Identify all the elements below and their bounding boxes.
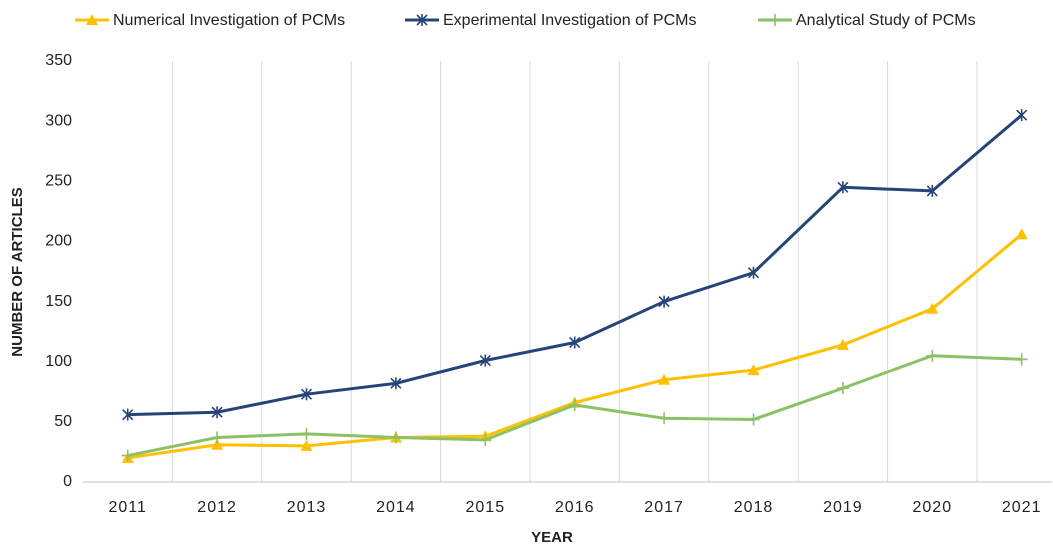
marker xyxy=(390,377,402,390)
y-tick-label: 300 xyxy=(45,112,72,129)
legend-label: Analytical Study of PCMs xyxy=(796,12,976,29)
marker xyxy=(747,364,760,376)
marker xyxy=(416,14,428,26)
x-tick-label: 2014 xyxy=(376,499,416,516)
marker xyxy=(1015,228,1028,240)
x-tick-label: 2016 xyxy=(555,499,595,516)
marker xyxy=(211,406,223,419)
legend-item: Analytical Study of PCMs xyxy=(758,12,976,29)
marker xyxy=(300,388,313,401)
x-tick-label: 2018 xyxy=(734,499,774,516)
marker xyxy=(300,427,313,440)
y-tick-label: 350 xyxy=(45,52,72,69)
marker xyxy=(747,413,760,426)
marker xyxy=(658,295,670,308)
marker xyxy=(769,14,781,26)
x-tick-label: 2012 xyxy=(197,499,237,516)
marker xyxy=(569,336,581,349)
x-tick-label: 2013 xyxy=(287,499,327,516)
marker xyxy=(836,338,849,350)
x-tick-label: 2017 xyxy=(644,499,684,516)
legend-item: Numerical Investigation of PCMs xyxy=(75,12,345,29)
marker xyxy=(837,181,849,194)
marker xyxy=(122,408,134,421)
marker xyxy=(389,431,402,444)
y-tick-label: 50 xyxy=(54,413,72,430)
y-tick-label: 250 xyxy=(45,173,72,190)
marker xyxy=(926,349,939,362)
marker xyxy=(121,449,134,462)
marker xyxy=(211,438,224,450)
legend-item: Experimental Investigation of PCMs xyxy=(405,12,696,29)
marker xyxy=(658,412,671,425)
marker xyxy=(1016,109,1028,122)
marker xyxy=(747,266,760,279)
marker xyxy=(658,373,671,385)
x-tick-label: 2015 xyxy=(466,499,506,516)
x-tick-label: 2021 xyxy=(1002,499,1042,516)
marker xyxy=(568,399,581,412)
x-axis-title: YEAR xyxy=(531,529,573,546)
x-tick-label: 2011 xyxy=(108,499,146,516)
marker xyxy=(479,354,491,367)
marker xyxy=(926,184,938,197)
x-tick-label: 2019 xyxy=(823,499,863,516)
marker xyxy=(86,14,98,25)
y-axis-title: NUMBER OF ARTICLES xyxy=(9,187,26,356)
marker xyxy=(300,439,313,451)
y-tick-label: 150 xyxy=(45,293,72,310)
marker xyxy=(926,302,939,314)
marker xyxy=(211,431,224,444)
legend-label: Experimental Investigation of PCMs xyxy=(443,12,696,29)
y-tick-label: 0 xyxy=(63,473,72,490)
x-tick-label: 2020 xyxy=(913,499,953,516)
y-tick-label: 200 xyxy=(45,233,72,250)
marker xyxy=(836,382,849,395)
marker xyxy=(1015,353,1028,366)
legend-label: Numerical Investigation of PCMs xyxy=(113,12,345,29)
y-tick-label: 100 xyxy=(45,353,72,370)
marker xyxy=(479,433,492,446)
